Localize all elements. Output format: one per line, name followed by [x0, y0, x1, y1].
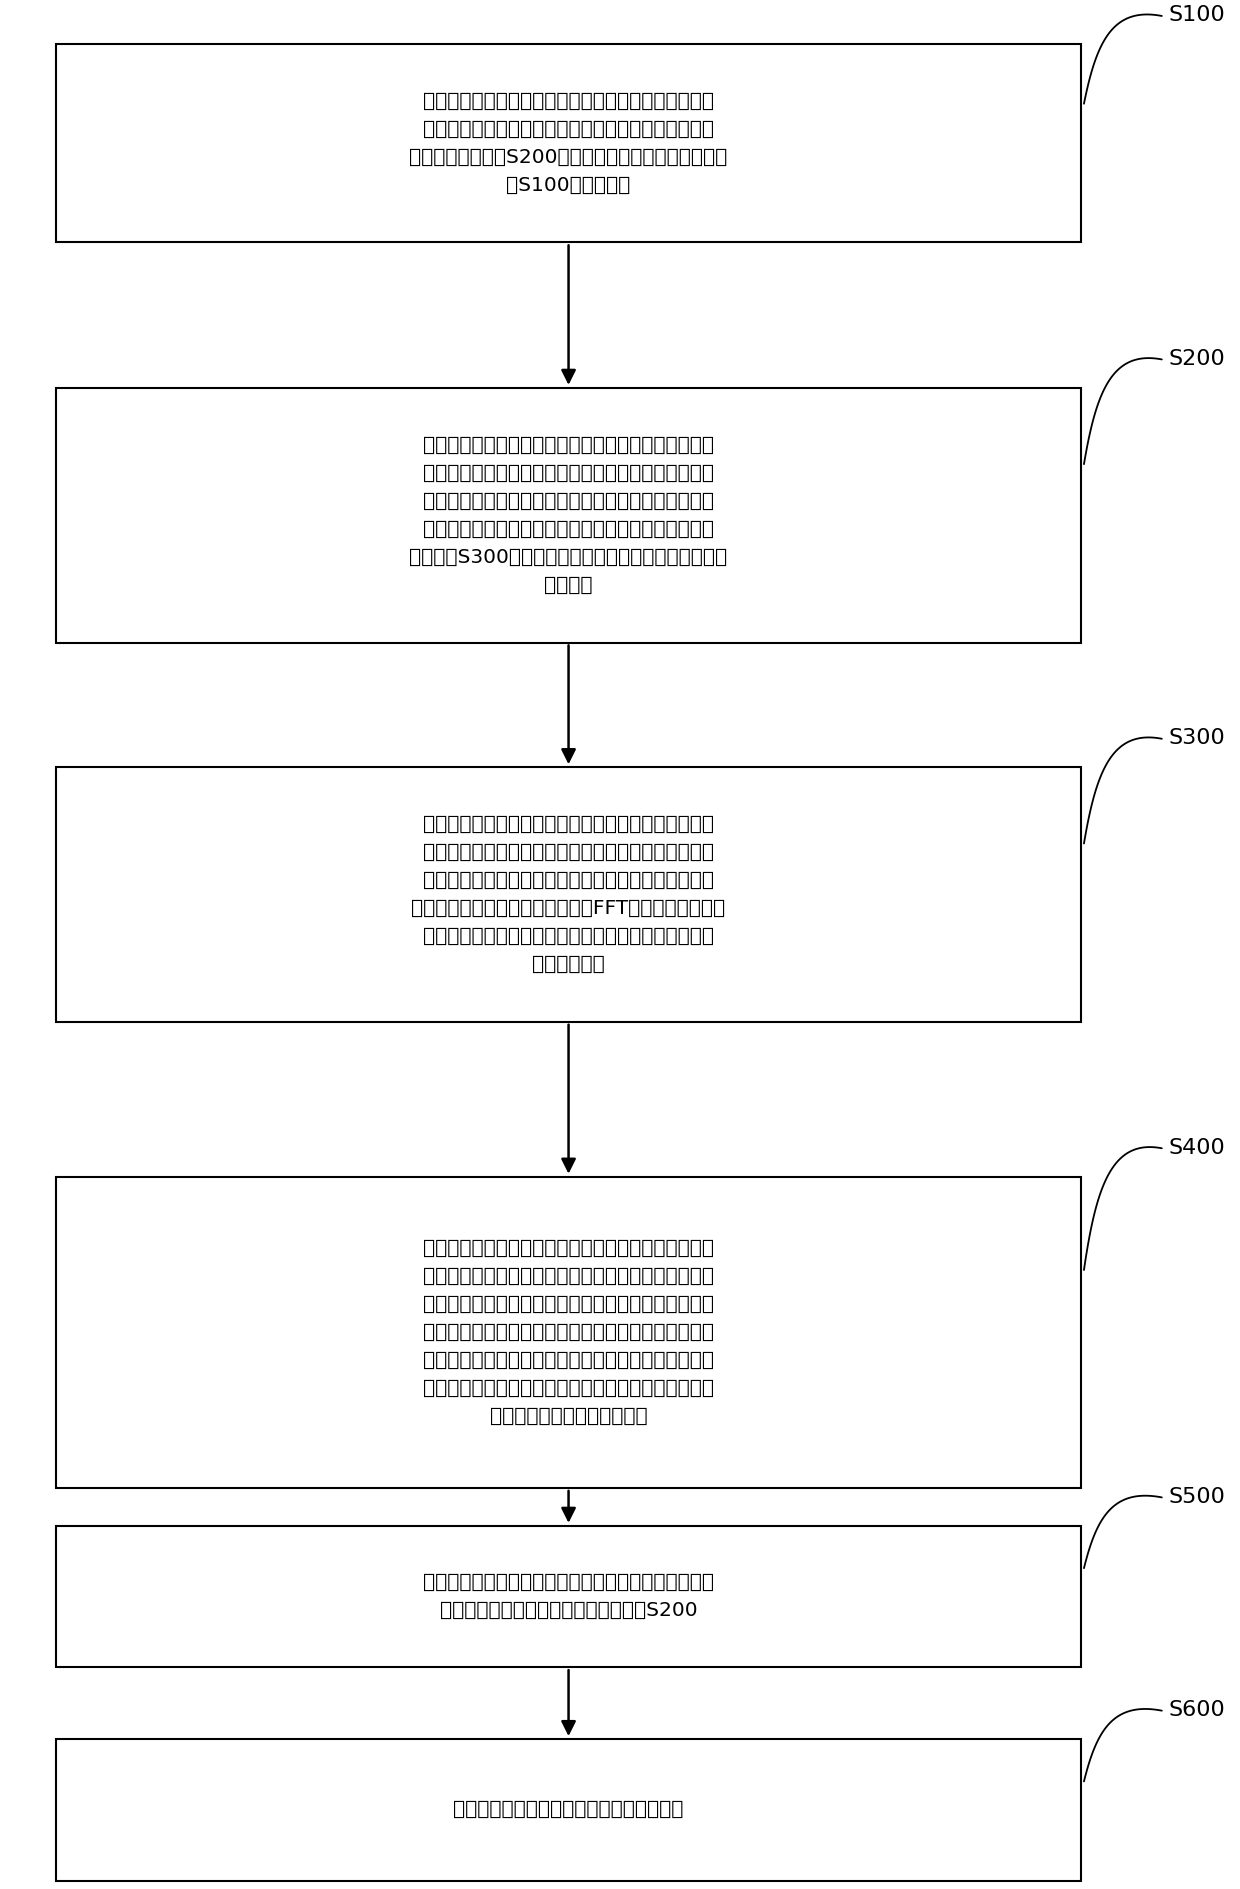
Bar — [56, 387, 1081, 642]
Bar — [56, 1526, 1081, 1668]
Bar — [56, 767, 1081, 1022]
Bar — [56, 1740, 1081, 1881]
Text: 设定检定点，所述自动整检装置内部标准源根据设定的
测定点输出信号，所述信号包括电压、电流、差压、差
流四种信号，输出所述信号进入所述上位机，所述上位
机对所述信: 设定检定点，所述自动整检装置内部标准源根据设定的 测定点输出信号，所述信号包括电… — [409, 436, 728, 595]
Bar — [56, 43, 1081, 242]
Text: S300: S300 — [1168, 727, 1225, 748]
Text: S600: S600 — [1168, 1700, 1225, 1721]
Text: 在上位机自动检定软件控制下，自动整检装置和待检互
感器校验仪进行通讯检验，判断是否通讯正常，若通讯
正常，则执行步骤S200，若通讯不正常，则重新执行步
骤S1: 在上位机自动检定软件控制下，自动整检装置和待检互 感器校验仪进行通讯检验，判断是… — [409, 93, 728, 195]
Bar — [56, 1177, 1081, 1489]
Text: S100: S100 — [1168, 6, 1225, 25]
Text: S400: S400 — [1168, 1137, 1225, 1158]
Text: 标准源输出所述信号到所述待检互感器校验仪中，所述
待检互感器校验仪价接收标准源信号，所述上位机与所
述待检互感器校验仪同时计算比差值、角差值，所述上
位机自动检: 标准源输出所述信号到所述待检互感器校验仪中，所述 待检互感器校验仪价接收标准源信… — [412, 814, 725, 975]
Text: S200: S200 — [1168, 349, 1225, 368]
Text: 所述待检互感器校验仪将计算结果返回到所述上位机中
，所述上位机自动检定软件将计算得到的比差值、角差
值以及通过所述待检互感器校验仪计算得到的比差值、
角差值一同: 所述待检互感器校验仪将计算结果返回到所述上位机中 ，所述上位机自动检定软件将计算… — [423, 1239, 714, 1426]
Text: S500: S500 — [1168, 1487, 1225, 1507]
Text: 判断所述设定检定点是否全部检定完毕，若全部检定完
毕，则执行步骤六，否则重新开始步骤S200: 判断所述设定检定点是否全部检定完毕，若全部检定完 毕，则执行步骤六，否则重新开始… — [423, 1574, 714, 1621]
Text: 出具所述待检互感器校验仪的最终检定证书: 出具所述待检互感器校验仪的最终检定证书 — [454, 1800, 683, 1819]
